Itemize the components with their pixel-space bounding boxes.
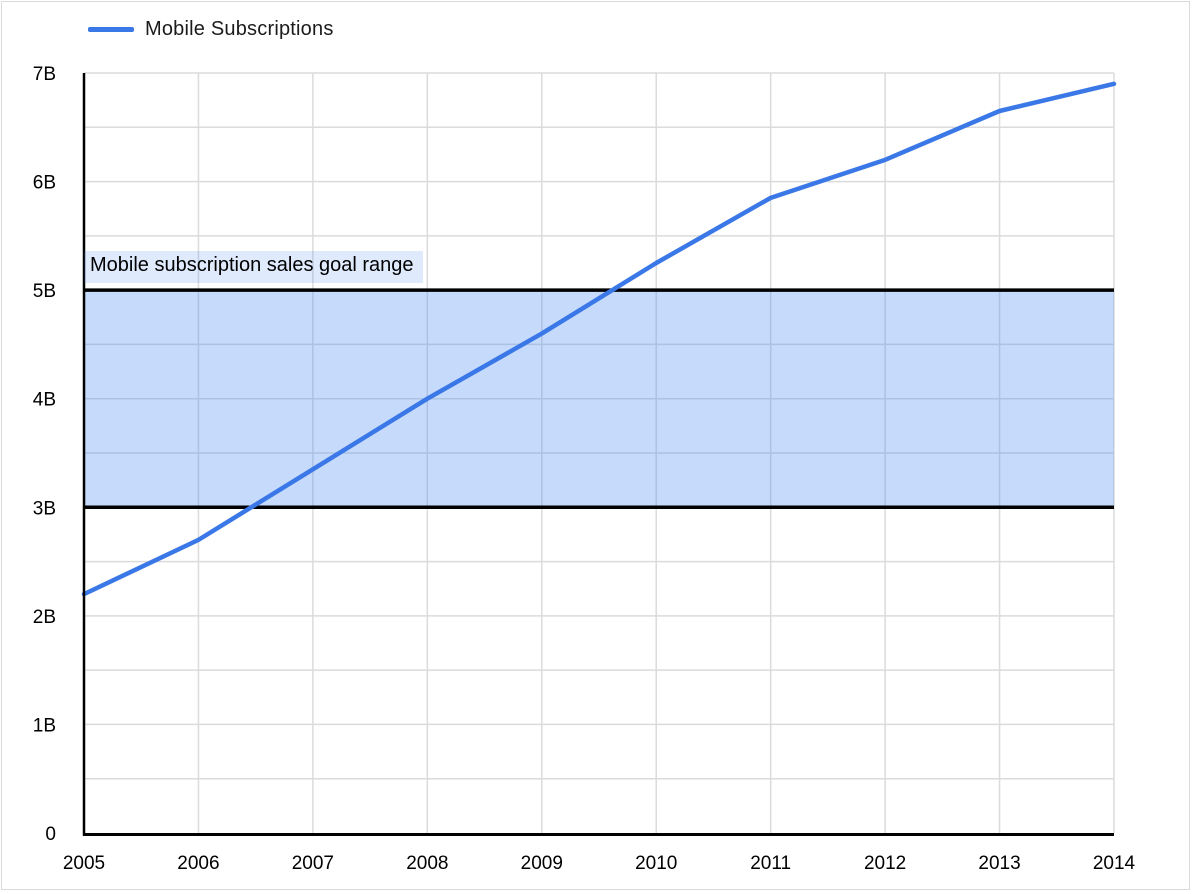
x-tick-label: 2005 <box>63 853 105 874</box>
y-tick-label: 5B <box>33 281 56 302</box>
y-tick-label: 3B <box>33 498 56 519</box>
y-tick-label: 0 <box>45 824 56 845</box>
x-tick-label: 2014 <box>1093 853 1136 874</box>
x-tick-label: 2007 <box>292 853 334 874</box>
x-tick-label: 2008 <box>406 853 448 874</box>
x-tick-label: 2010 <box>635 853 677 874</box>
legend-line-swatch <box>88 27 134 32</box>
x-tick-label: 2011 <box>750 853 791 874</box>
goal-range-band <box>84 290 1114 508</box>
x-tick-label: 2009 <box>521 853 563 874</box>
y-tick-label: 4B <box>33 390 56 411</box>
y-tick-label: 1B <box>33 715 56 736</box>
x-tick-label: 2013 <box>978 853 1020 874</box>
series-line-mobile-subscriptions[interactable] <box>81 81 1117 597</box>
y-tick-label: 2B <box>33 607 56 628</box>
y-tick-label: 7B <box>33 64 56 85</box>
x-tick-label: 2012 <box>864 853 906 874</box>
legend-label: Mobile Subscriptions <box>145 18 334 40</box>
y-tick-label: 6B <box>33 173 56 194</box>
band-range-label: Mobile subscription sales goal range <box>84 251 423 283</box>
legend: Mobile Subscriptions <box>88 18 334 41</box>
x-tick-label: 2006 <box>177 853 219 874</box>
